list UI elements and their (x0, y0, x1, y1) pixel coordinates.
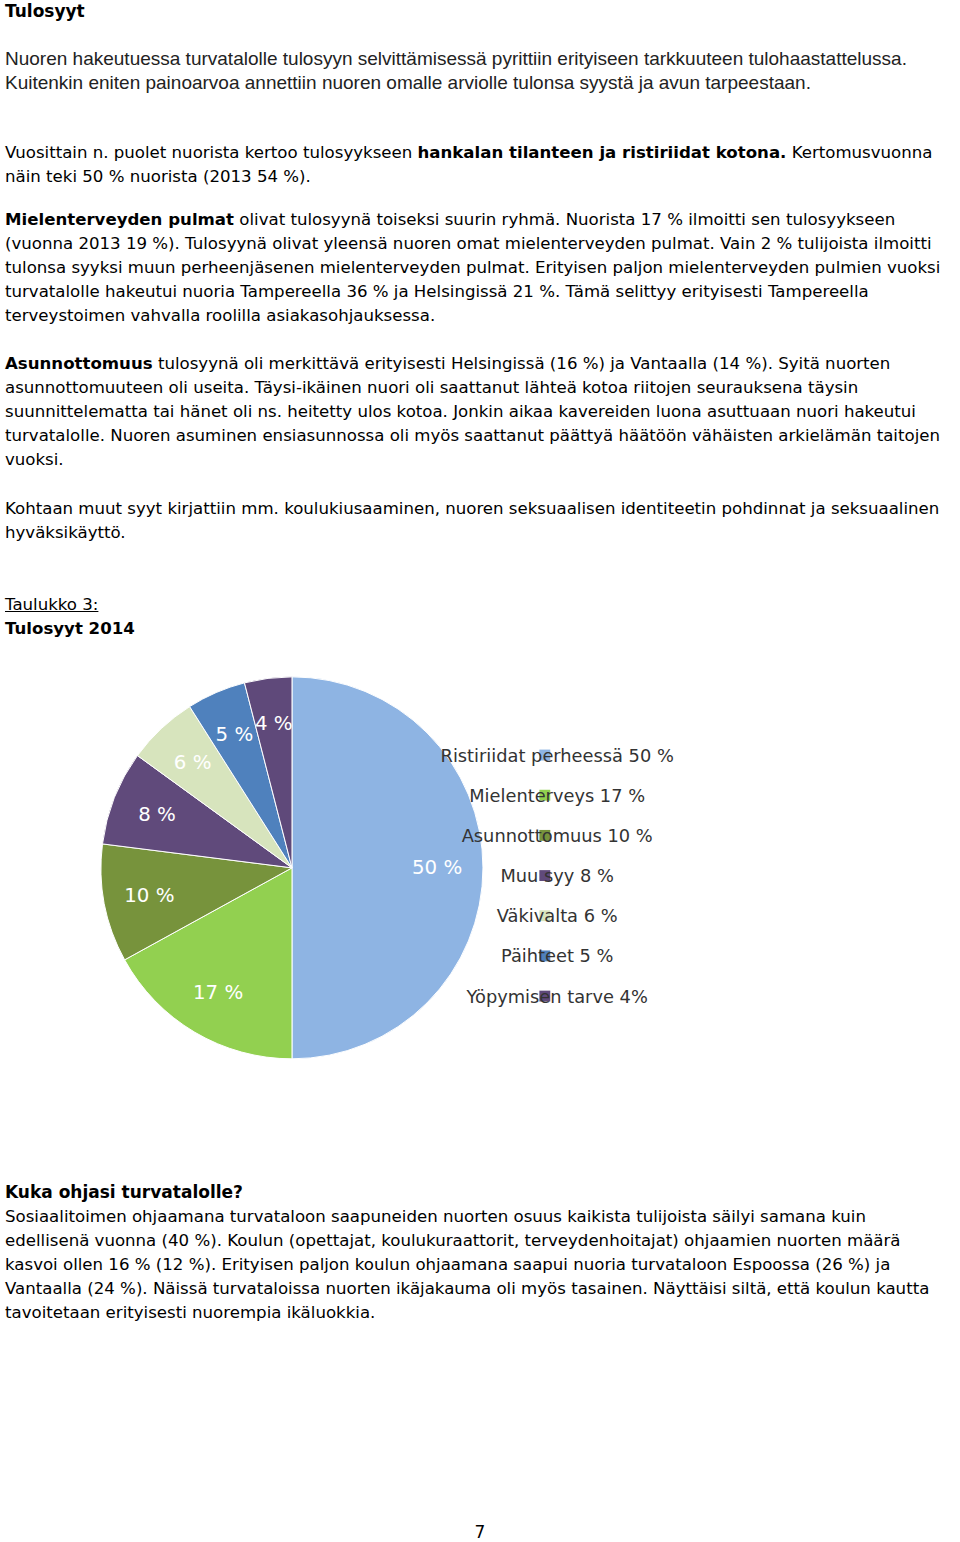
svg-text:8 %: 8 % (138, 803, 176, 826)
html-text:Taulukko 3:: Taulukko 3: (5, 595, 99, 614)
svg-text:10 %: 10 % (124, 884, 174, 907)
svg-text:Päihteet 5 %: Päihteet 5 % (501, 945, 613, 966)
svg-text:5 %: 5 % (215, 723, 253, 746)
html-text:Tulosyyt: Tulosyyt (5, 1, 85, 21)
svg-text:6 %: 6 % (174, 751, 212, 774)
html-text:Kuka ohjasi turvatalolle?: Kuka ohjasi turvatalolle? (5, 1181, 243, 1202)
html-text:Tulosyyt 2014: Tulosyyt 2014 (5, 619, 135, 638)
html-text:Kohtaan muut syyt kirjattiin m: Kohtaan muut syyt kirjattiin mm. kouluki… (5, 499, 940, 542)
svg-text:4 %: 4 % (255, 712, 293, 735)
svg-text:17 %: 17 % (193, 981, 243, 1004)
svg-text:Yöpymisen tarve 4%: Yöpymisen tarve 4% (466, 986, 648, 1007)
svg-text:Ristiriidat perheessä 50 %: Ristiriidat perheessä 50 % (441, 745, 674, 766)
html-text:Asunnottomuus tulosyynä oli me: Asunnottomuus tulosyynä oli merkittävä e… (5, 354, 940, 469)
html-text:7: 7 (474, 1522, 486, 1542)
svg-text:50 %: 50 % (412, 856, 462, 879)
svg-text:Muu syy 8 %: Muu syy 8 % (500, 865, 613, 886)
svg-text:Asunnottomuus 10 %: Asunnottomuus 10 % (462, 825, 653, 846)
svg-text:Mielenterveys 17 %: Mielenterveys 17 % (469, 785, 645, 806)
html-text:Vuosittain n. puolet nuorista: Vuosittain n. puolet nuorista kertoo tul… (5, 143, 933, 186)
html-text:Sosiaalitoimen ohjaamana turva: Sosiaalitoimen ohjaamana turvataloon saa… (5, 1206, 930, 1322)
html-text:Nuoren hakeutuessa turvataloll: Nuoren hakeutuessa turvatalolle tulosyyn… (5, 48, 907, 93)
svg-text:Väkivalta 6 %: Väkivalta 6 % (497, 905, 618, 926)
html-text:Mielenterveyden pulmat olivat: Mielenterveyden pulmat olivat tulosyynä … (5, 210, 941, 325)
